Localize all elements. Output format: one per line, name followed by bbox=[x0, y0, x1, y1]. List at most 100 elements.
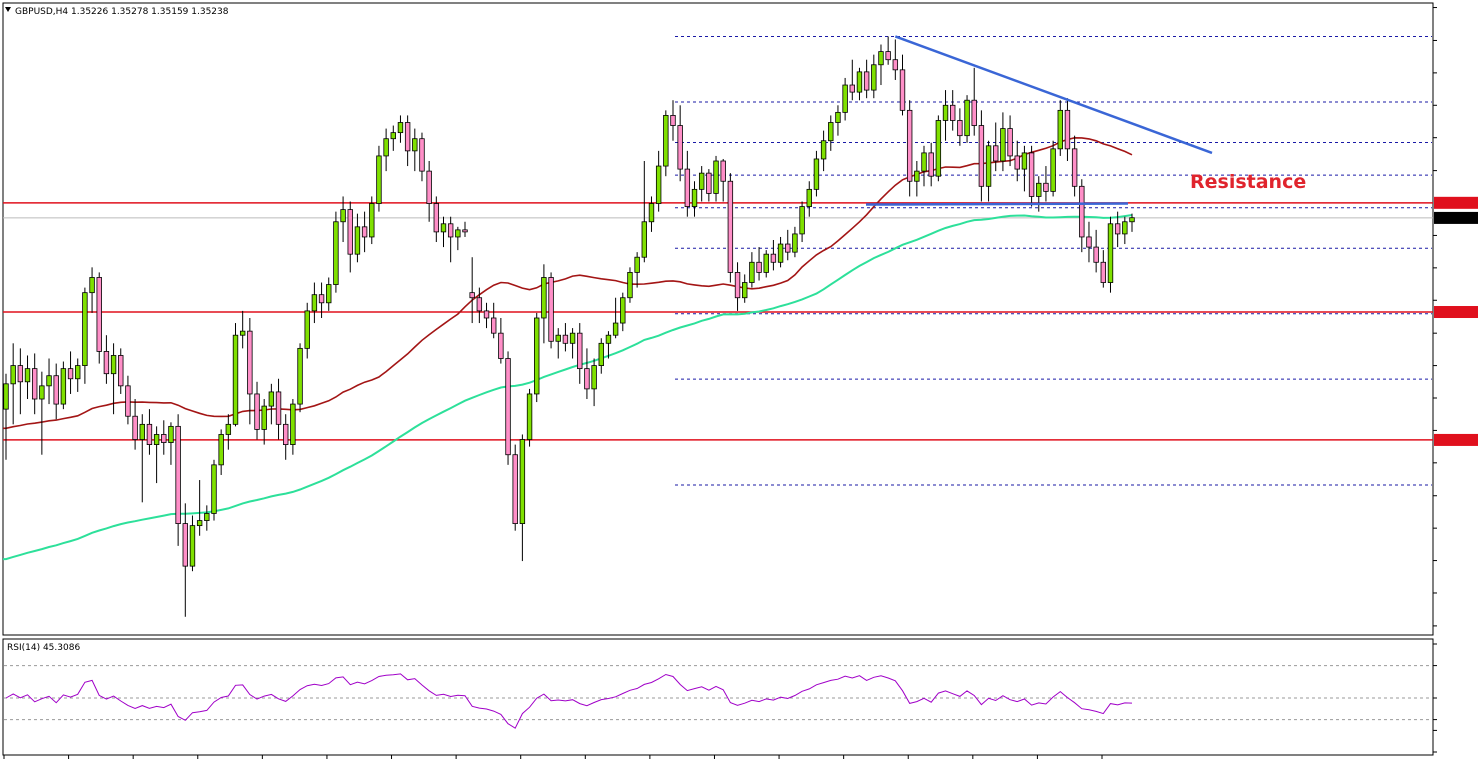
symbol-header: GBPUSD,H4 1.35226 1.35278 1.35159 1.3523… bbox=[15, 7, 229, 17]
bull-candle-body bbox=[519, 439, 526, 524]
bull-candle-body bbox=[627, 272, 633, 299]
bull-candle-body bbox=[1057, 109, 1063, 150]
bull-candle-body bbox=[964, 99, 970, 137]
candle bbox=[17, 348, 24, 415]
candle bbox=[526, 388, 533, 447]
bear-candle-body bbox=[96, 277, 102, 352]
candle bbox=[1014, 140, 1020, 182]
time-axis bbox=[3, 755, 1103, 759]
bull-candle-body bbox=[383, 138, 389, 157]
bear-candle-body bbox=[132, 415, 138, 440]
bear-candle-body bbox=[1028, 152, 1035, 197]
bear-candle-body bbox=[53, 375, 59, 405]
candle bbox=[268, 383, 275, 425]
bear-candle-body bbox=[684, 168, 691, 207]
candle bbox=[75, 358, 81, 392]
candle bbox=[598, 338, 604, 374]
candle bbox=[333, 211, 339, 293]
collapse-triangle-icon[interactable] bbox=[5, 7, 11, 12]
bear-candle-body bbox=[161, 434, 167, 443]
candle bbox=[770, 239, 777, 271]
candle bbox=[1114, 211, 1121, 248]
candle bbox=[993, 122, 999, 172]
candle bbox=[175, 414, 181, 546]
bear-candle-body bbox=[1086, 236, 1092, 248]
candle bbox=[906, 100, 913, 197]
candle bbox=[655, 150, 662, 212]
candle bbox=[684, 150, 691, 217]
candle bbox=[1043, 166, 1049, 202]
price-tag-box bbox=[1434, 306, 1478, 319]
candle bbox=[189, 515, 196, 572]
bull-candle-body bbox=[985, 145, 992, 187]
candle bbox=[541, 264, 547, 344]
candle bbox=[813, 150, 820, 197]
bull-candle-body bbox=[1036, 182, 1042, 197]
bull-candle-body bbox=[799, 206, 805, 235]
candle bbox=[419, 132, 425, 182]
bull-candle-body bbox=[634, 256, 640, 273]
candle bbox=[383, 128, 389, 172]
candle bbox=[698, 166, 705, 202]
candle bbox=[340, 196, 346, 243]
bull-candle-body bbox=[75, 365, 81, 380]
bear-candle-body bbox=[957, 120, 963, 137]
bull-candle-body bbox=[412, 138, 418, 152]
candle bbox=[627, 267, 633, 303]
candle bbox=[885, 36, 891, 65]
bear-candle-body bbox=[727, 180, 734, 273]
candle bbox=[942, 90, 949, 141]
bull-candle-body bbox=[806, 188, 812, 207]
candle bbox=[204, 505, 210, 531]
candle bbox=[46, 358, 52, 405]
bear-candle-body bbox=[103, 351, 110, 375]
bear-candle-body bbox=[928, 152, 934, 177]
rsi-header: RSI(14) 45.3086 bbox=[7, 643, 80, 653]
candle bbox=[247, 317, 253, 425]
bull-candle-body bbox=[691, 188, 698, 207]
candle bbox=[447, 216, 454, 263]
bull-candle-body bbox=[813, 158, 820, 190]
candle bbox=[118, 348, 124, 394]
candle bbox=[404, 115, 411, 167]
candle bbox=[971, 67, 977, 136]
bull-candle-body bbox=[828, 122, 834, 142]
bull-candle-body bbox=[110, 355, 117, 375]
candle bbox=[534, 312, 540, 403]
candle bbox=[677, 105, 683, 182]
bull-candle-body bbox=[290, 403, 296, 445]
candle bbox=[1093, 229, 1099, 273]
bull-candle-body bbox=[942, 104, 949, 121]
candle bbox=[820, 130, 827, 172]
bear-candle-body bbox=[863, 71, 870, 91]
bull-candle-body bbox=[742, 282, 748, 299]
bear-candle-body bbox=[426, 170, 432, 204]
candle bbox=[60, 361, 67, 410]
bull-candle-body bbox=[139, 423, 145, 440]
price-tag bbox=[1434, 433, 1478, 446]
bear-candle-body bbox=[562, 334, 569, 344]
bull-candle-body bbox=[534, 317, 540, 395]
bull-candle-body bbox=[261, 405, 267, 430]
candle bbox=[146, 409, 153, 455]
candle bbox=[31, 353, 38, 415]
bull-candle-body bbox=[397, 122, 404, 134]
bull-candle-body bbox=[232, 334, 239, 425]
price-tag bbox=[1434, 306, 1478, 319]
bear-candle-body bbox=[17, 365, 24, 383]
bear-candle-body bbox=[892, 59, 899, 71]
candle bbox=[763, 250, 769, 278]
bull-candle-body bbox=[655, 165, 662, 204]
rsi-line bbox=[5, 673, 1133, 729]
bull-candle-body bbox=[612, 322, 619, 336]
candle bbox=[899, 54, 906, 116]
candle bbox=[1050, 140, 1056, 197]
candle bbox=[620, 292, 626, 332]
bull-candle-body bbox=[10, 365, 16, 385]
candle bbox=[663, 110, 669, 177]
bear-candle-body bbox=[31, 368, 38, 400]
candle bbox=[1086, 221, 1092, 263]
bear-candle-body bbox=[706, 172, 712, 194]
candle bbox=[1021, 145, 1028, 192]
candle bbox=[361, 211, 368, 253]
